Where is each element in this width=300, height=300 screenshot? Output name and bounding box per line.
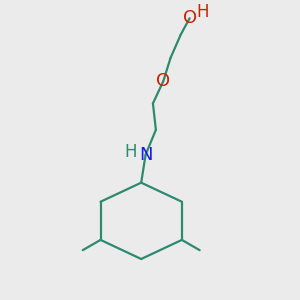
Text: O: O [156, 72, 170, 90]
Text: H: H [196, 3, 209, 21]
Text: N: N [139, 146, 152, 164]
Text: O: O [183, 9, 197, 27]
Text: H: H [124, 143, 136, 161]
